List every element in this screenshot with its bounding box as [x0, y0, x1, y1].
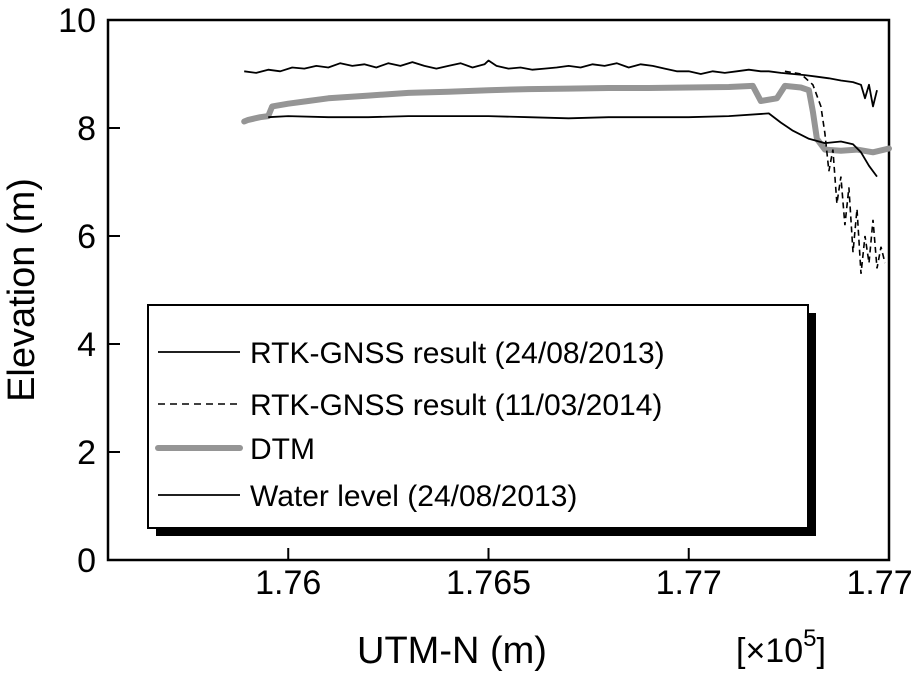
x-tick-label: 1.77	[656, 564, 722, 602]
y-tick-label: 0	[77, 542, 96, 580]
legend-box	[147, 304, 809, 529]
x-tick-label: 1.775	[846, 564, 912, 602]
y-tick-label: 8	[77, 110, 96, 148]
legend-label-1: RTK-GNSS result (24/08/2013)	[250, 337, 665, 370]
multiplier-close: ]	[816, 632, 825, 670]
series-line-4	[268, 112, 878, 178]
series-line-2	[784, 70, 886, 274]
legend: RTK-GNSS result (24/08/2013) RTK-GNSS res…	[147, 304, 816, 536]
legend-label-4: Water level (24/08/2013)	[250, 480, 577, 513]
x-tick-label: 1.765	[446, 564, 531, 602]
y-axis-title: Elevation (m)	[1, 178, 43, 402]
x-axis-title: UTM-N (m)	[357, 630, 547, 672]
series-line-3	[241, 82, 892, 156]
x-axis-ticks: 1.76 1.765 1.77 1.775	[255, 548, 912, 602]
y-tick-label: 4	[77, 326, 96, 364]
legend-label-3: DTM	[250, 433, 315, 466]
y-tick-label: 2	[77, 434, 96, 472]
series-layer	[241, 59, 892, 274]
x-axis-multiplier: [×105]	[736, 625, 826, 670]
multiplier-base: [×10	[736, 632, 803, 670]
y-axis-ticks: 0 2 4 6 8 10	[58, 2, 120, 580]
plot-frame	[106, 18, 891, 562]
x-tick-label: 1.76	[255, 564, 321, 602]
legend-items: RTK-GNSS result (24/08/2013) RTK-GNSS res…	[155, 337, 665, 513]
legend-label-2: RTK-GNSS result (11/03/2014)	[250, 389, 662, 422]
multiplier-exponent: 5	[803, 625, 816, 652]
series-line-1	[244, 59, 878, 108]
y-tick-label: 10	[58, 2, 96, 40]
y-tick-label: 6	[77, 218, 96, 256]
